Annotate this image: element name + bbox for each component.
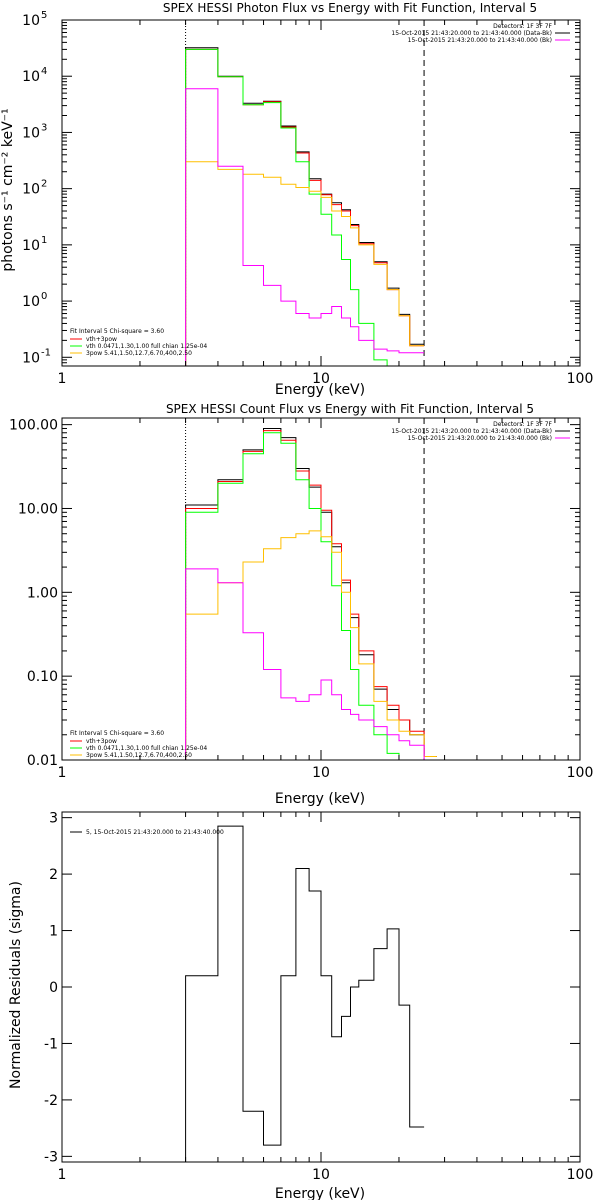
x-tick-label: 100 [567, 371, 594, 387]
y-tick-label: 10 [22, 294, 40, 310]
y-tick-label: 0.10 [27, 669, 58, 685]
photon-flux-panel: SPEX HESSI Photon Flux vs Energy with Fi… [0, 1, 593, 398]
residuals-panel: Energy (keV) Normalized Residuals (sigma… [8, 811, 593, 1200]
y-tick-label: -3 [44, 1149, 58, 1165]
series-3pow [185, 161, 425, 366]
legend-entry-data: 15-Oct-2015 21:43:20.000 to 21:43:40.000… [391, 30, 552, 37]
y-tick-exponent: 5 [41, 10, 47, 21]
series-background_spectrum [185, 88, 425, 366]
y-tick-exponent: 2 [41, 179, 47, 190]
y-tick-exponent: 0 [41, 291, 47, 302]
legend-header-title: Detectors: 1F 3F 7F [493, 23, 552, 30]
legend-entry-3pow: 3pow 5.41,1.50,12.7,6.70,400,2.50 [86, 752, 192, 759]
y-tick-label: 3 [49, 811, 58, 827]
y-axis-ticks: -3 -2 -1 0 1 2 3 [44, 811, 580, 1165]
y-tick-label: 0.01 [27, 753, 58, 769]
x-tick-label: 10 [312, 1167, 330, 1183]
series-residuals [185, 825, 425, 1162]
residuals-legend: 5, 15-Oct-2015 21:43:20.000 to 21:43:40.… [70, 829, 224, 836]
y-tick-exponent: -1 [41, 347, 51, 358]
y-tick-label: 10.00 [18, 501, 58, 517]
legend-header: Detectors: 1F 3F 7F 15-Oct-2015 21:43:20… [391, 421, 570, 442]
y-tick-label: 0 [49, 980, 58, 996]
legend-entry-residuals: 5, 15-Oct-2015 21:43:20.000 to 21:43:40.… [86, 829, 224, 836]
x-axis-ticks: 1 10 100 [58, 418, 594, 781]
series-vth [185, 48, 425, 367]
y-tick-label: 10 [22, 13, 40, 29]
y-tick-label: 10 [22, 238, 40, 254]
y-tick-label: -2 [44, 1093, 58, 1109]
x-tick-label: 10 [312, 765, 330, 781]
y-axis-title: photons s⁻¹ cm⁻² keV⁻¹ [0, 108, 16, 271]
x-tick-label: 1 [58, 371, 67, 387]
x-tick-label: 100 [567, 765, 594, 781]
x-axis-title: Energy (keV) [275, 382, 365, 398]
x-tick-label: 100 [567, 1167, 594, 1183]
legend-header: Detectors: 1F 3F 7F 15-Oct-2015 21:43:20… [391, 23, 570, 44]
legend-entry-background: 15-Oct-2015 21:43:20.000 to 21:43:40.000… [408, 37, 552, 44]
legend-header-title: Detectors: 1F 3F 7F [493, 421, 552, 428]
legend-fit: Fit Interval 5 Chi-square = 3.60 vth+3po… [70, 328, 207, 357]
y-tick-label: 10 [22, 69, 40, 85]
panel-title: SPEX HESSI Count Flux vs Energy with Fit… [166, 402, 534, 416]
legend-fit-title: Fit Interval 5 Chi-square = 3.60 [70, 730, 164, 737]
y-axis-title-group: Normalized Residuals (sigma) [8, 881, 24, 1089]
x-tick-label: 1 [58, 765, 67, 781]
legend-entry-data: 15-Oct-2015 21:43:20.000 to 21:43:40.000… [391, 428, 552, 435]
legend-entry-total-fit: vth+3pow [86, 336, 117, 343]
panel-title: SPEX HESSI Photon Flux vs Energy with Fi… [163, 1, 537, 15]
y-tick-exponent: 1 [41, 235, 47, 246]
y-tick-exponent: 3 [41, 122, 47, 133]
y-tick-label: 1.00 [27, 585, 58, 601]
x-axis-ticks: 1 10 100 [58, 20, 594, 387]
legend-entry-total-fit: vth+3pow [86, 738, 117, 745]
y-tick-label: -1 [44, 1036, 58, 1052]
y-tick-exponent: 4 [41, 66, 47, 77]
y-axis-title-group: photons s⁻¹ cm⁻² keV⁻¹ [0, 108, 16, 271]
series-group [185, 825, 425, 1162]
y-tick-label: 10 [22, 125, 40, 141]
x-axis-title: Energy (keV) [275, 791, 365, 807]
count-flux-panel: SPEX HESSI Count Flux vs Energy with Fit… [9, 402, 593, 807]
series-background_spectrum [185, 568, 437, 761]
y-axis-title: Normalized Residuals (sigma) [8, 881, 24, 1089]
legend-fit: Fit Interval 5 Chi-square = 3.60 vth+3po… [70, 730, 207, 759]
legend-entry-3pow: 3pow 5.41,1.50,12.7,6.70,400,2.50 [86, 350, 192, 357]
y-tick-label: 100.00 [9, 418, 58, 434]
x-axis-title: Energy (keV) [275, 1186, 365, 1200]
legend-entry-background: 15-Oct-2015 21:43:20.000 to 21:43:40.000… [408, 435, 552, 442]
legend-entry-vth: vth 0.0471,1.30,1.00 full chian 1.25e-04 [86, 745, 207, 752]
legend-fit-title: Fit Interval 5 Chi-square = 3.60 [70, 328, 164, 335]
y-tick-label: 2 [49, 867, 58, 883]
x-tick-label: 1 [58, 1167, 67, 1183]
series-group [185, 428, 437, 761]
series-group [185, 47, 425, 367]
y-tick-label: 10 [22, 350, 40, 366]
y-tick-label: 10 [22, 182, 40, 198]
series-3pow [185, 530, 437, 760]
legend-entry-vth: vth 0.0471,1.30,1.00 full chian 1.25e-04 [86, 343, 207, 350]
y-tick-label: 1 [49, 924, 58, 940]
x-axis-ticks: 1 10 100 [58, 812, 594, 1183]
x-tick-label: 10 [312, 371, 330, 387]
y-axis-ticks: 0.01 0.10 1.00 10.00 100.00 [9, 418, 580, 769]
